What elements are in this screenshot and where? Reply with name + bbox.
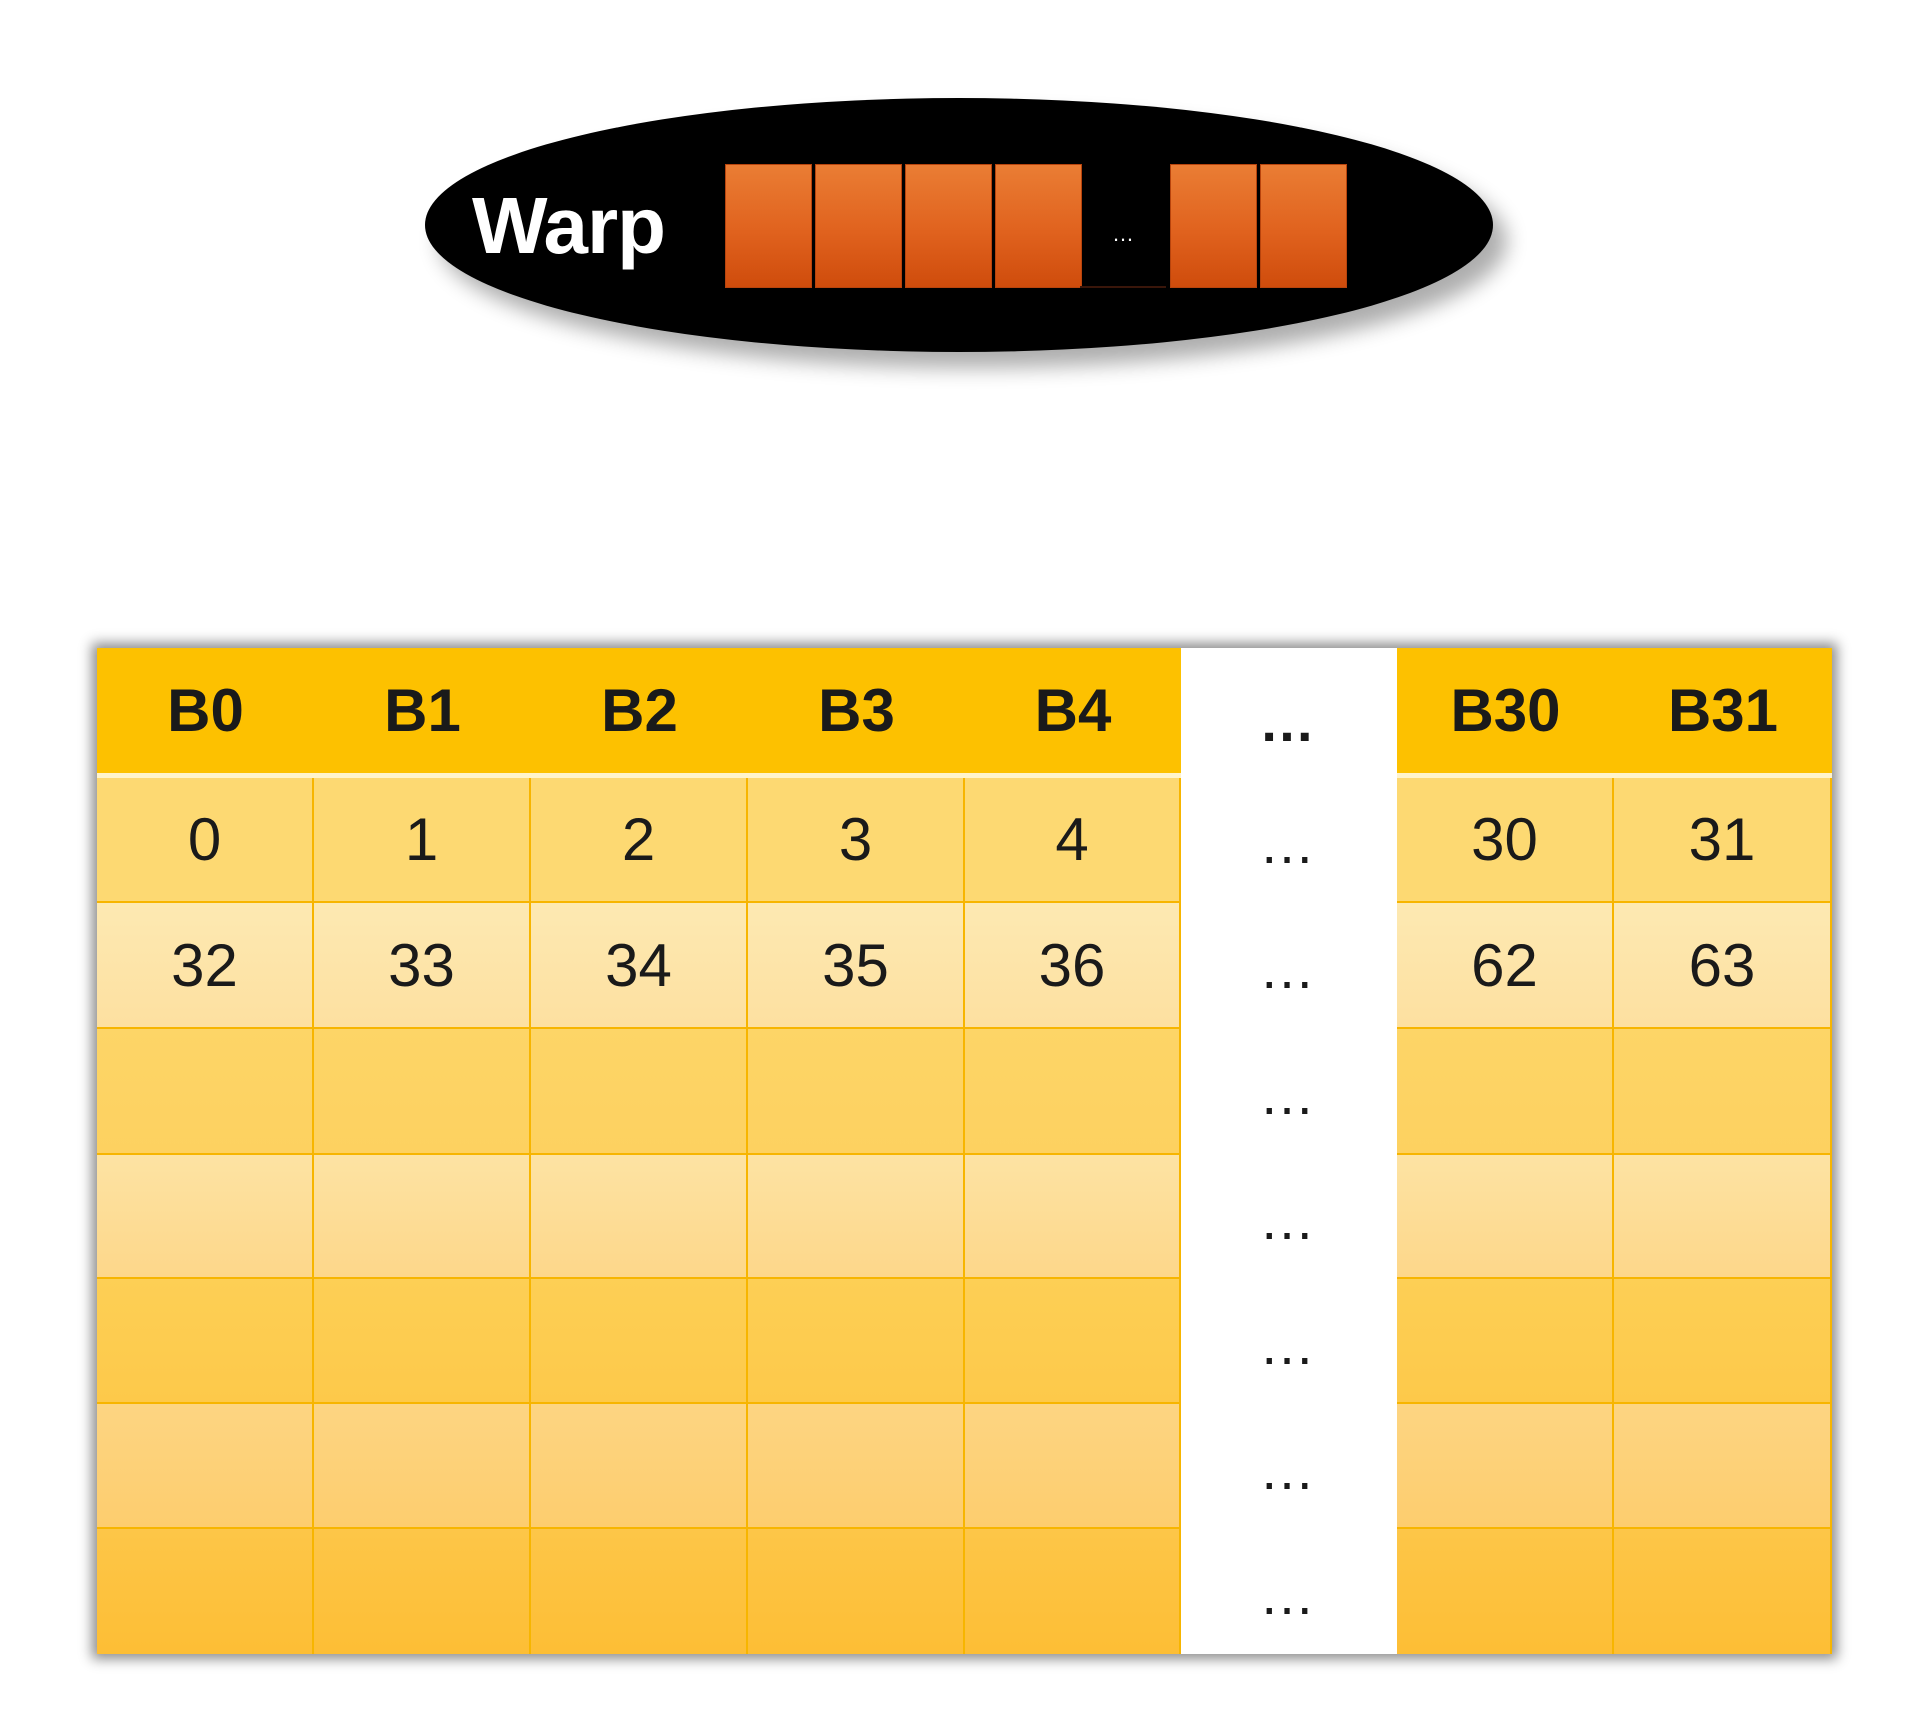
table-cell — [1397, 1029, 1614, 1155]
table-cell: 36 — [965, 903, 1181, 1029]
bank-header-b4: B4 — [965, 648, 1181, 778]
ellipsis-cell: … — [1259, 937, 1319, 1000]
table-cell: 62 — [1397, 903, 1614, 1029]
table-cell — [1397, 1404, 1614, 1529]
ellipsis-cell: … — [1259, 1563, 1319, 1626]
table-cell — [965, 1279, 1181, 1404]
table-cell — [97, 1279, 314, 1404]
warp-label: Warp — [472, 181, 666, 270]
ellipsis-cell: … — [1259, 812, 1319, 875]
bank-header-b2: B2 — [531, 648, 748, 778]
warp-thread — [1170, 164, 1257, 288]
ellipsis-column: … … … … … … … … — [1181, 648, 1397, 1654]
table-cell — [97, 1404, 314, 1529]
table-cell — [1397, 1279, 1614, 1404]
table-cell — [1397, 1529, 1614, 1654]
table-cell — [965, 1404, 1181, 1529]
table-cell: 0 — [97, 778, 314, 903]
warp-thread — [815, 164, 902, 288]
table-cell — [314, 1155, 531, 1279]
ellipsis-header: … — [1259, 690, 1319, 753]
table-cell — [1614, 1029, 1832, 1155]
table-cell: 3 — [748, 778, 965, 903]
table-cell — [97, 1029, 314, 1155]
table-cell — [748, 1404, 965, 1529]
table-cell — [1614, 1529, 1832, 1654]
table-cell — [748, 1529, 965, 1654]
table-cell — [97, 1529, 314, 1654]
table-cell: 35 — [748, 903, 965, 1029]
table-cell — [1614, 1279, 1832, 1404]
table-cell: 30 — [1397, 778, 1614, 903]
table-cell: 63 — [1614, 903, 1832, 1029]
table-cell — [314, 1029, 531, 1155]
table-cell — [965, 1155, 1181, 1279]
table-cell — [748, 1029, 965, 1155]
table-cell: 1 — [314, 778, 531, 903]
warp-thread — [995, 164, 1082, 288]
warp-thread — [1260, 164, 1347, 288]
table-cell: 32 — [97, 903, 314, 1029]
table-cell — [314, 1404, 531, 1529]
table-cell — [1614, 1404, 1832, 1529]
bank-header-b30: B30 — [1397, 648, 1614, 778]
table-cell — [965, 1029, 1181, 1155]
table-cell — [531, 1404, 748, 1529]
table-cell: 2 — [531, 778, 748, 903]
table-cell — [531, 1279, 748, 1404]
table-cell: 33 — [314, 903, 531, 1029]
table-cell: 34 — [531, 903, 748, 1029]
table-cell — [314, 1279, 531, 1404]
bank-header-b0: B0 — [97, 648, 314, 778]
ellipsis-cell: … — [1259, 1438, 1319, 1501]
table-cell — [1614, 1155, 1832, 1279]
ellipsis-cell: … — [1259, 1063, 1319, 1126]
table-cell — [748, 1279, 965, 1404]
table-cell — [748, 1155, 965, 1279]
warp-thread — [725, 164, 812, 288]
table-cell — [965, 1529, 1181, 1654]
warp-thread — [905, 164, 992, 288]
table-cell — [531, 1155, 748, 1279]
table-cell — [97, 1155, 314, 1279]
table-cell — [1397, 1155, 1614, 1279]
ellipsis-cell: … — [1259, 1188, 1319, 1251]
table-cell: 4 — [965, 778, 1181, 903]
bank-table: B0 B1 B2 B3 B4 B30 B31 0 1 2 3 4 30 31 3… — [97, 648, 1832, 1654]
bank-header-b3: B3 — [748, 648, 965, 778]
warp-ellipsis: … — [1080, 164, 1166, 288]
ellipsis-cell: … — [1259, 1313, 1319, 1376]
table-cell — [531, 1529, 748, 1654]
table-cell — [314, 1529, 531, 1654]
bank-header-b31: B31 — [1614, 648, 1832, 778]
bank-header-b1: B1 — [314, 648, 531, 778]
table-cell — [531, 1029, 748, 1155]
table-cell: 31 — [1614, 778, 1832, 903]
